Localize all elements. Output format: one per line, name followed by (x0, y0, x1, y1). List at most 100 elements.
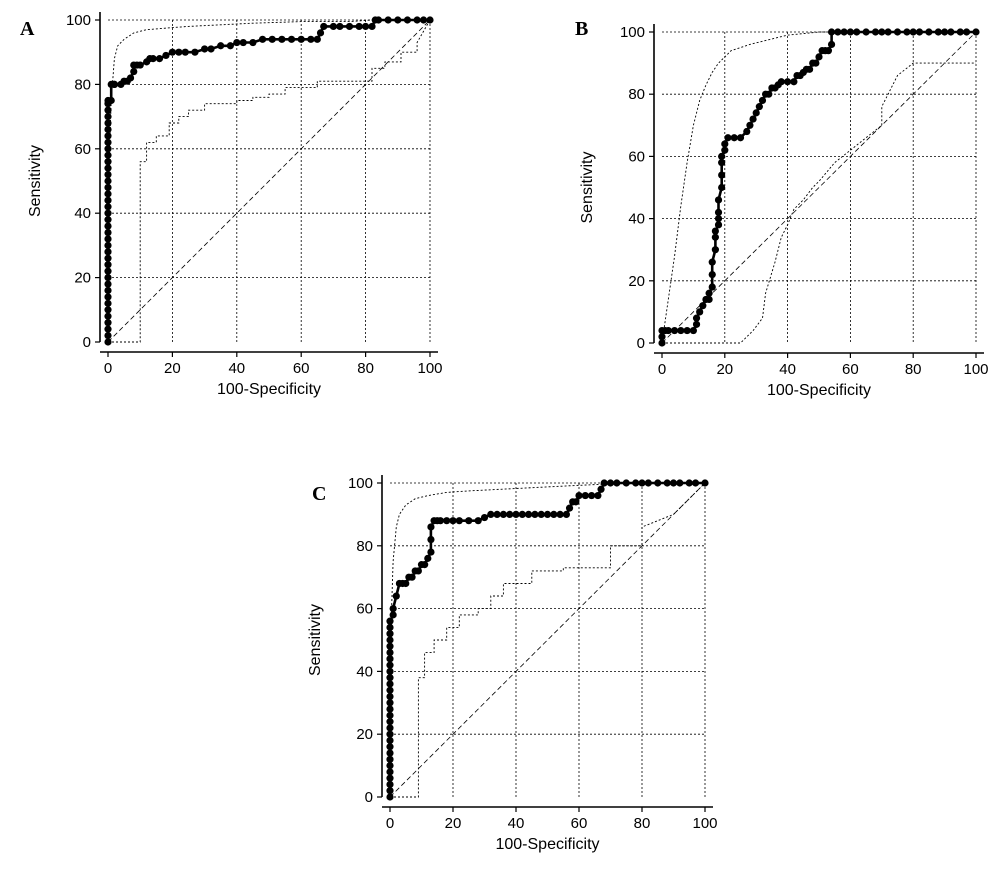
roc-point (104, 299, 112, 307)
y-tick-label: 0 (365, 789, 373, 806)
roc-point (386, 674, 394, 682)
x-tick-label: 100 (417, 360, 442, 377)
roc-point (474, 517, 482, 525)
x-tick-label: 100 (963, 361, 988, 378)
x-axis-label: 100-Specificity (217, 381, 321, 398)
roc-point (386, 787, 394, 795)
roc-point (104, 274, 112, 282)
roc-point (909, 28, 917, 36)
x-axis-label: 100-Specificity (495, 836, 599, 853)
roc-point (784, 78, 792, 86)
roc-point (562, 510, 571, 518)
panel-label: A (20, 18, 35, 40)
roc-point (834, 28, 842, 36)
roc-point (427, 523, 435, 531)
x-tick-label: 20 (716, 361, 733, 378)
roc-point (104, 306, 112, 314)
roc-point (878, 28, 886, 36)
roc-point (389, 611, 397, 619)
roc-point (104, 267, 112, 275)
roc-point (175, 48, 183, 56)
roc-point (658, 339, 666, 347)
y-tick-label: 0 (637, 335, 645, 352)
roc-point (676, 479, 684, 487)
roc-point (386, 623, 394, 632)
roc-point (104, 241, 112, 249)
roc-point (104, 248, 112, 256)
roc-point (972, 28, 980, 36)
roc-point (934, 28, 942, 36)
roc-point (421, 561, 429, 569)
roc-point (663, 479, 671, 487)
roc-point (386, 617, 394, 625)
roc-point (392, 592, 400, 600)
roc-point (465, 517, 473, 525)
roc-point (711, 227, 719, 235)
roc-panel-b: 0 20 40 60 80 100 0 20 40 60 80 100 100-Specificity S… (575, 18, 989, 399)
roc-point (287, 35, 296, 43)
panel-label: B (575, 18, 588, 40)
roc-point (699, 302, 707, 310)
roc-point (664, 326, 672, 335)
roc-point (718, 171, 726, 179)
roc-point (594, 491, 602, 500)
roc-point (632, 479, 640, 487)
roc-point (107, 96, 115, 105)
roc-point (104, 106, 112, 114)
ci-upper-line (661, 31, 976, 344)
roc-point (711, 246, 719, 254)
roc-point (386, 736, 394, 745)
roc-point (692, 320, 701, 328)
roc-point (537, 510, 545, 518)
roc-point (126, 74, 135, 82)
roc-point (962, 28, 971, 36)
roc-point (386, 680, 394, 688)
roc-point (644, 479, 652, 487)
roc-point (705, 289, 713, 297)
x-tick-label: 80 (905, 361, 922, 378)
roc-point (714, 215, 723, 223)
roc-point (191, 48, 199, 56)
roc-point (104, 293, 112, 301)
roc-point (104, 113, 112, 121)
roc-point (427, 548, 435, 556)
roc-point (386, 724, 394, 732)
y-axis-label: Sensitivity (307, 604, 324, 676)
roc-point (104, 125, 112, 134)
diagonal-reference-line (107, 19, 431, 343)
roc-point (893, 28, 902, 36)
roc-point (414, 567, 422, 575)
y-tick-label: 20 (356, 726, 373, 743)
roc-point (746, 121, 754, 129)
roc-point (104, 325, 112, 333)
roc-point (749, 115, 757, 123)
roc-point (104, 177, 112, 185)
roc-point (386, 642, 394, 650)
roc-point (724, 134, 732, 142)
roc-point (654, 479, 662, 487)
roc-point (384, 16, 392, 24)
roc-point (104, 138, 112, 146)
y-axis-label: Sensitivity (27, 145, 44, 217)
roc-point (424, 554, 432, 562)
roc-point (925, 28, 933, 36)
roc-point (104, 254, 112, 262)
roc-point (168, 48, 176, 56)
roc-point (622, 479, 630, 487)
roc-point (149, 55, 157, 63)
roc-point (104, 319, 112, 327)
roc-point (386, 630, 394, 638)
roc-point (278, 35, 286, 43)
roc-point (104, 338, 112, 346)
roc-point (815, 53, 823, 61)
roc-point (386, 636, 394, 644)
roc-point (777, 78, 785, 86)
roc-point (696, 308, 704, 316)
x-tick-label: 20 (445, 815, 462, 832)
roc-point (718, 183, 726, 192)
roc-point (691, 479, 700, 487)
roc-point (711, 233, 719, 241)
roc-point (512, 510, 520, 518)
roc-point (162, 51, 170, 60)
roc-point (226, 42, 234, 50)
